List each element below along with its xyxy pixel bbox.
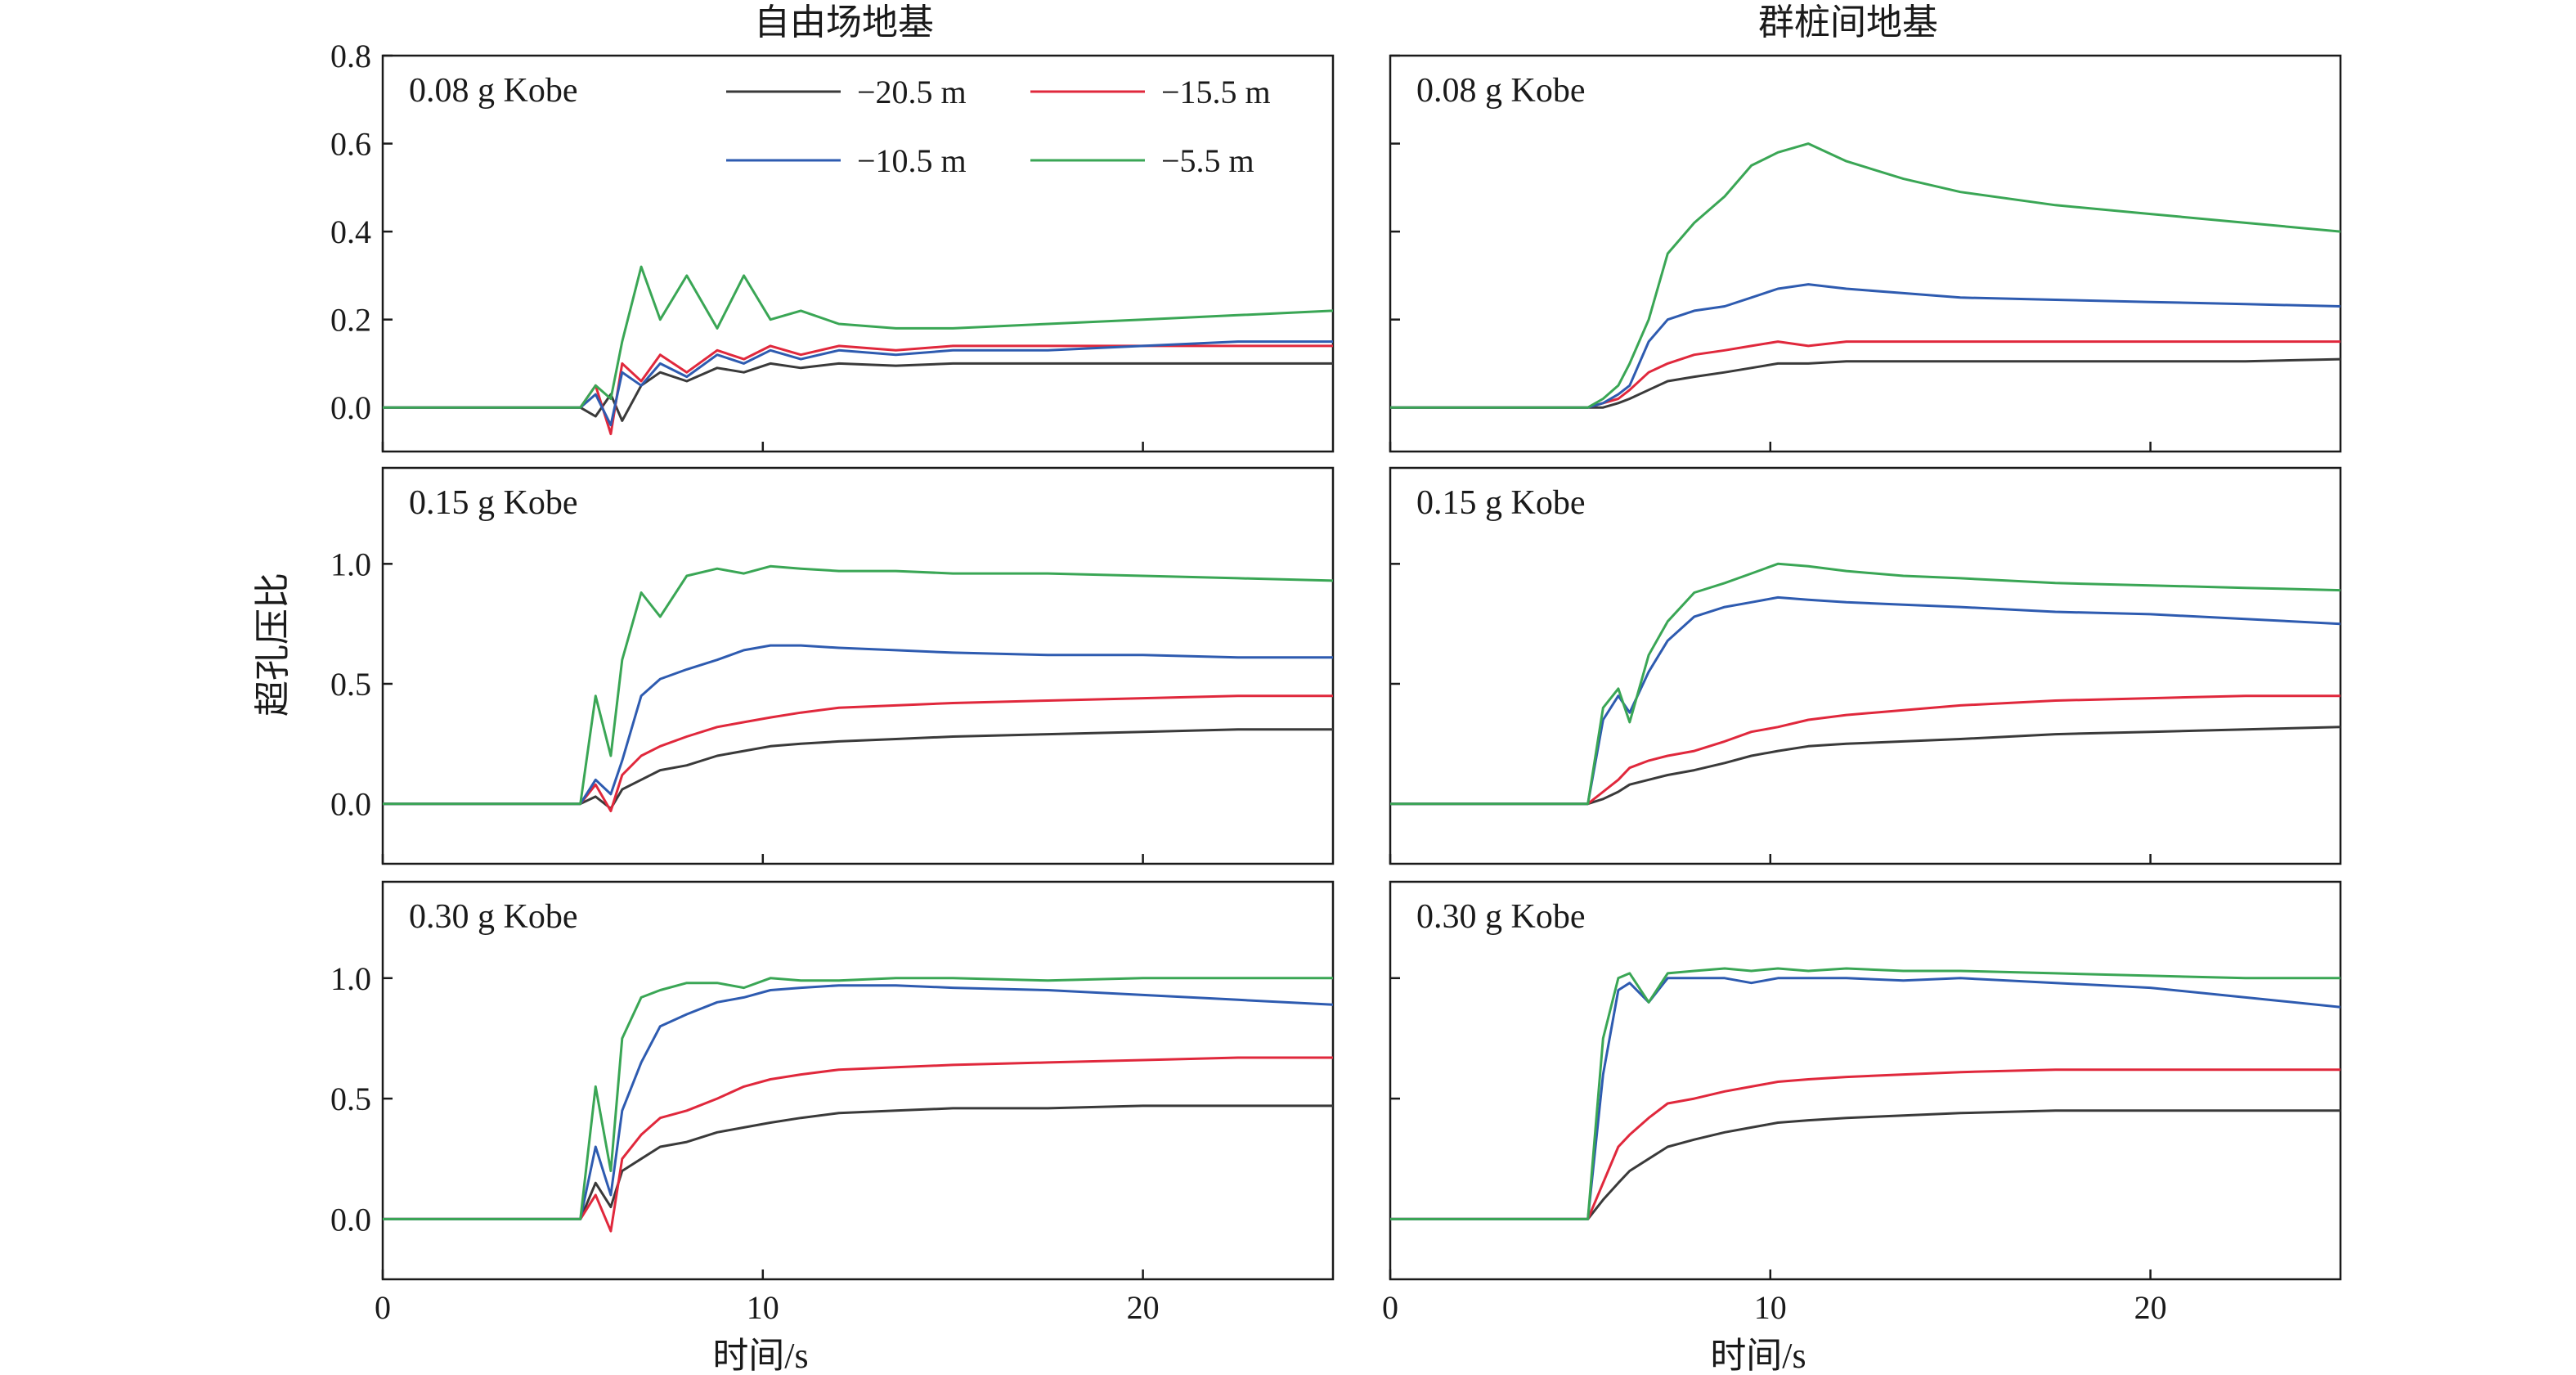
panel-label: 0.30 g Kobe — [1416, 898, 1585, 936]
panel-5: 0.0 0.5 1.0 0 10 20 0.30 g Kobe — [330, 880, 1335, 1326]
series-line-4 — [383, 265, 1333, 409]
y-tick-label: 0.0 — [330, 786, 371, 823]
series-line-3 — [383, 984, 1333, 1220]
series-line-3 — [1390, 283, 2340, 409]
series-line-2 — [1390, 1068, 2340, 1220]
panel-frame — [1389, 54, 2342, 453]
panel-frame — [1389, 880, 2342, 1281]
panel-label: 0.15 g Kobe — [1416, 484, 1585, 522]
x-tick-label: 10 — [747, 1289, 779, 1326]
panel-label: 0.08 g Kobe — [1416, 72, 1585, 110]
series-line-3 — [1390, 595, 2340, 806]
series-line-1 — [1390, 726, 2340, 806]
x-axis-label-left: 时间/s — [712, 1336, 808, 1375]
series-line-1 — [383, 728, 1333, 810]
column-title-pile-group: 群桩间地基 — [1758, 2, 1938, 43]
y-tick-label: 0.0 — [330, 1201, 371, 1238]
legend-item: −20.5 m — [726, 74, 967, 110]
y-tick-label: 0.5 — [330, 666, 371, 703]
column-titles: 自由场地基 群桩间地基 — [754, 2, 1938, 43]
y-axis-label: 超孔压比 — [253, 573, 293, 717]
y-tick-label: 0.2 — [330, 302, 371, 339]
panels: 0.00.20.40.60.80.08 g Kobe 0.08 g Kobe0.0… — [330, 38, 2342, 1326]
series-line-3 — [1390, 977, 2340, 1220]
panel-6: 0 10 20 0.30 g Kobe — [1382, 880, 2342, 1326]
y-tick-label: 0.0 — [330, 389, 371, 426]
panel-frame — [381, 54, 1335, 453]
series-line-3 — [383, 644, 1333, 806]
series-line-4 — [1390, 142, 2340, 409]
legend-label: −10.5 m — [857, 142, 967, 179]
series-line-4 — [383, 564, 1333, 806]
legend-item: −15.5 m — [1030, 74, 1271, 110]
x-tick-label: 0 — [375, 1289, 391, 1326]
panel-3: 0.0 0.5 1.0 0.15 g Kobe — [330, 466, 1335, 865]
column-title-free-field: 自由场地基 — [754, 2, 934, 43]
series-line-1 — [383, 362, 1333, 422]
y-tick-label: 1.0 — [330, 960, 371, 997]
panel-frame — [1389, 466, 2342, 865]
series-line-2 — [383, 344, 1333, 435]
y-tick-label: 0.6 — [330, 126, 371, 163]
series-line-1 — [1390, 357, 2340, 409]
legend-item: −5.5 m — [1030, 142, 1254, 179]
panel-frame — [381, 880, 1335, 1281]
y-tick-label: 0.8 — [330, 38, 371, 74]
x-axis-label-right: 时间/s — [1710, 1336, 1806, 1375]
legend-label: −5.5 m — [1161, 142, 1254, 179]
legend-item: −10.5 m — [726, 142, 967, 179]
series-line-2 — [1390, 340, 2340, 409]
series-line-3 — [383, 340, 1333, 427]
panel-label: 0.08 g Kobe — [409, 72, 577, 110]
y-tick-label: 0.4 — [330, 213, 371, 250]
legend-label: −20.5 m — [857, 74, 967, 110]
panel-1: 0.0 0.2 0.4 0.6 0.8 0.08 g Kobe — [330, 38, 1335, 453]
panel-label: 0.15 g Kobe — [409, 484, 577, 522]
x-tick-label: 20 — [2134, 1289, 2167, 1326]
y-tick-label: 0.5 — [330, 1081, 371, 1117]
panel-4: 0.15 g Kobe — [1389, 466, 2342, 865]
x-tick-label: 0 — [1382, 1289, 1398, 1326]
y-tick-label: 1.0 — [330, 546, 371, 582]
series-line-1 — [1390, 1109, 2340, 1220]
panel-label: 0.30 g Kobe — [409, 898, 577, 936]
legend: −20.5 m −15.5 m −10.5 m −5.5 m — [726, 74, 1271, 179]
x-tick-label: 20 — [1127, 1289, 1160, 1326]
series-line-4 — [383, 977, 1333, 1220]
series-line-2 — [383, 694, 1333, 812]
series-line-4 — [1390, 967, 2340, 1220]
series-line-2 — [383, 1056, 1333, 1233]
x-tick-label: 10 — [1754, 1289, 1787, 1326]
panel-frame — [381, 466, 1335, 865]
panel-2: 0.08 g Kobe — [1389, 54, 2342, 453]
legend-label: −15.5 m — [1161, 74, 1271, 110]
series-line-4 — [1390, 562, 2340, 806]
series-line-1 — [383, 1104, 1333, 1220]
series-line-2 — [1390, 694, 2340, 806]
